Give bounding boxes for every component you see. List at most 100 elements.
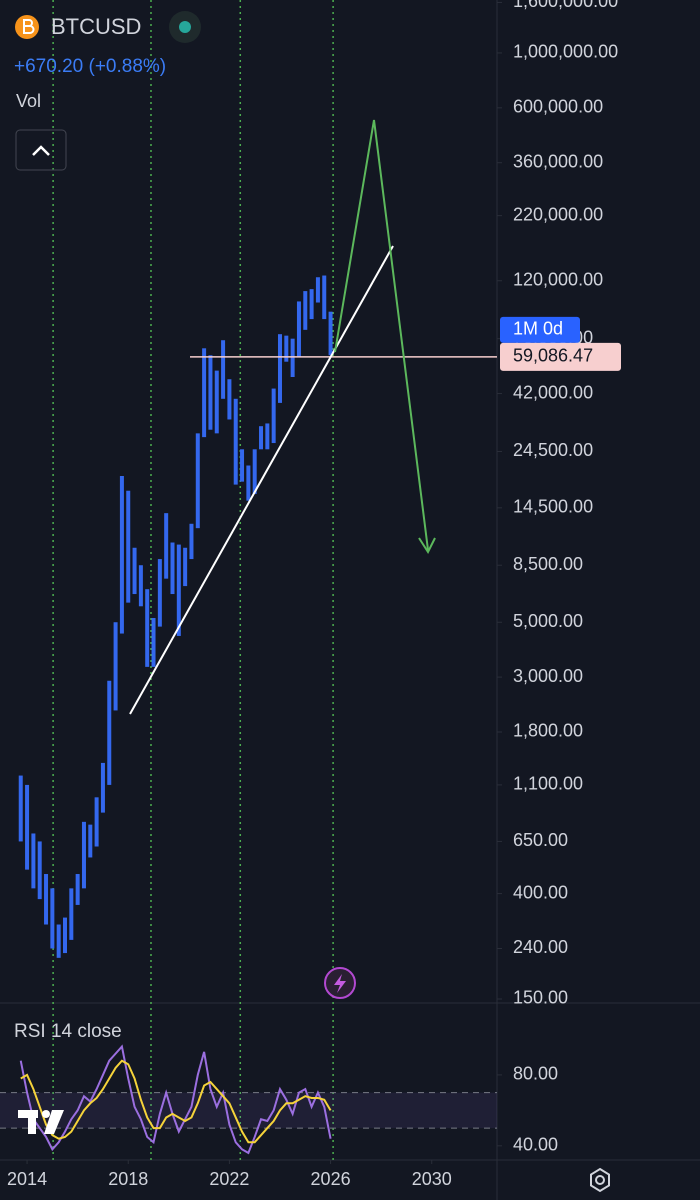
price-bar [145, 589, 150, 667]
lightning-icon [334, 974, 346, 993]
price-bar [56, 924, 61, 958]
y-tick-label: 14,500.00 [513, 497, 593, 517]
price-bar [157, 559, 162, 627]
y-tick-label: 150.00 [513, 988, 568, 1008]
chevron-icon [32, 145, 50, 156]
x-tick-label: 2022 [209, 1169, 249, 1189]
price-bar [189, 523, 194, 560]
y-tick-label: 1,100.00 [513, 774, 583, 794]
price-bar [221, 340, 226, 399]
price-bar [176, 544, 181, 636]
price-label: 59,086.47 [513, 346, 593, 366]
projection-arrow [418, 537, 436, 555]
price-bar [170, 542, 175, 595]
price-bar [151, 618, 156, 667]
price-bar [119, 475, 124, 634]
price-bar [208, 355, 213, 430]
y-tick-label: 360,000.00 [513, 151, 603, 171]
price-bar [138, 565, 143, 607]
price-bar [132, 547, 137, 595]
axis-badges: 1,600,000.00 1,000,000.00 600,000.00 360,00… [7, 0, 621, 1189]
y-tick-label: 1,600,000.00 [513, 0, 618, 11]
volume-label: Vol [16, 91, 41, 111]
price-bar [31, 833, 36, 889]
price-bar [44, 874, 49, 925]
bitcoin-glyph [23, 19, 35, 34]
y-tick-label: 600,000.00 [513, 97, 603, 117]
price-change: +670.20 (+0.88%) [14, 56, 166, 77]
price-bar [277, 334, 282, 403]
y-tick-label: 1,800.00 [513, 721, 583, 741]
price-bar [37, 841, 42, 900]
price-bar [309, 289, 314, 320]
price-bar [25, 784, 30, 870]
price-bar [227, 379, 232, 420]
price-bar [296, 301, 301, 358]
price-bar [290, 338, 295, 377]
indicator-title: RSI 14 close [14, 1021, 122, 1042]
price-bar [246, 465, 251, 501]
price-bar [322, 275, 327, 320]
price-bar [126, 490, 131, 603]
y-tick-label: 400.00 [513, 882, 568, 902]
tv-logo [18, 1110, 64, 1134]
y-tick-label: 5,000.00 [513, 611, 583, 631]
price-bar [69, 888, 74, 940]
market-status-dot [179, 21, 191, 33]
price-bar [107, 680, 112, 785]
price-bar [183, 547, 188, 587]
x-tick-label: 2030 [412, 1169, 452, 1189]
price-bar [18, 775, 23, 842]
settings-icon [595, 1175, 605, 1185]
y-tick-label: 240.00 [513, 937, 568, 957]
price-bar [252, 449, 257, 494]
y-tick-label: 650.00 [513, 830, 568, 850]
y-tick-label: 40.00 [513, 1135, 558, 1155]
price-bar [50, 888, 55, 949]
price-bar [271, 388, 276, 444]
price-bar [233, 398, 238, 485]
price-bar [164, 513, 169, 579]
price-bar [284, 335, 289, 362]
price-bar [265, 423, 270, 450]
rsi-line [20, 1059, 332, 1144]
x-tick-label: 2026 [311, 1169, 351, 1189]
plot-area [0, 0, 502, 1164]
logo-part [42, 1110, 50, 1118]
price-bar [81, 821, 86, 889]
price-bar [303, 291, 308, 330]
settings-button[interactable] [590, 1167, 610, 1193]
price-bar [202, 348, 207, 438]
price-bar [94, 797, 99, 847]
logo-part [44, 1110, 64, 1134]
symbol: BTCUSD [51, 14, 141, 39]
countdown-badge [500, 316, 580, 343]
price-bar [88, 824, 93, 858]
projection-line [334, 119, 429, 551]
x-tick-label: 2018 [108, 1169, 148, 1189]
price-bar [63, 917, 68, 954]
price-bar [100, 762, 105, 813]
price-bar [214, 370, 219, 434]
price-bar [240, 449, 245, 482]
countdown-label: 1M 0d [513, 319, 563, 339]
price-bar [195, 433, 200, 529]
logo-part [28, 1110, 36, 1134]
price-bar [328, 311, 333, 356]
trend-line [129, 245, 394, 715]
y-tick-label: 42,000.00 [513, 382, 593, 402]
price-bar [315, 277, 320, 303]
price-bar [259, 426, 264, 450]
collapse-button[interactable] [15, 129, 67, 171]
y-tick-label: 8,500.00 [513, 554, 583, 574]
y-tick-label: 220,000.00 [513, 204, 603, 224]
rsi-line [19, 1044, 332, 1155]
y-tick-label: 3,000.00 [513, 666, 583, 686]
y-tick-label: 1,000,000.00 [513, 42, 618, 62]
price-bar [113, 622, 118, 711]
price-bar [75, 874, 80, 905]
band-fill [0, 1092, 497, 1129]
y-tick-label: 24,500.00 [513, 440, 593, 460]
